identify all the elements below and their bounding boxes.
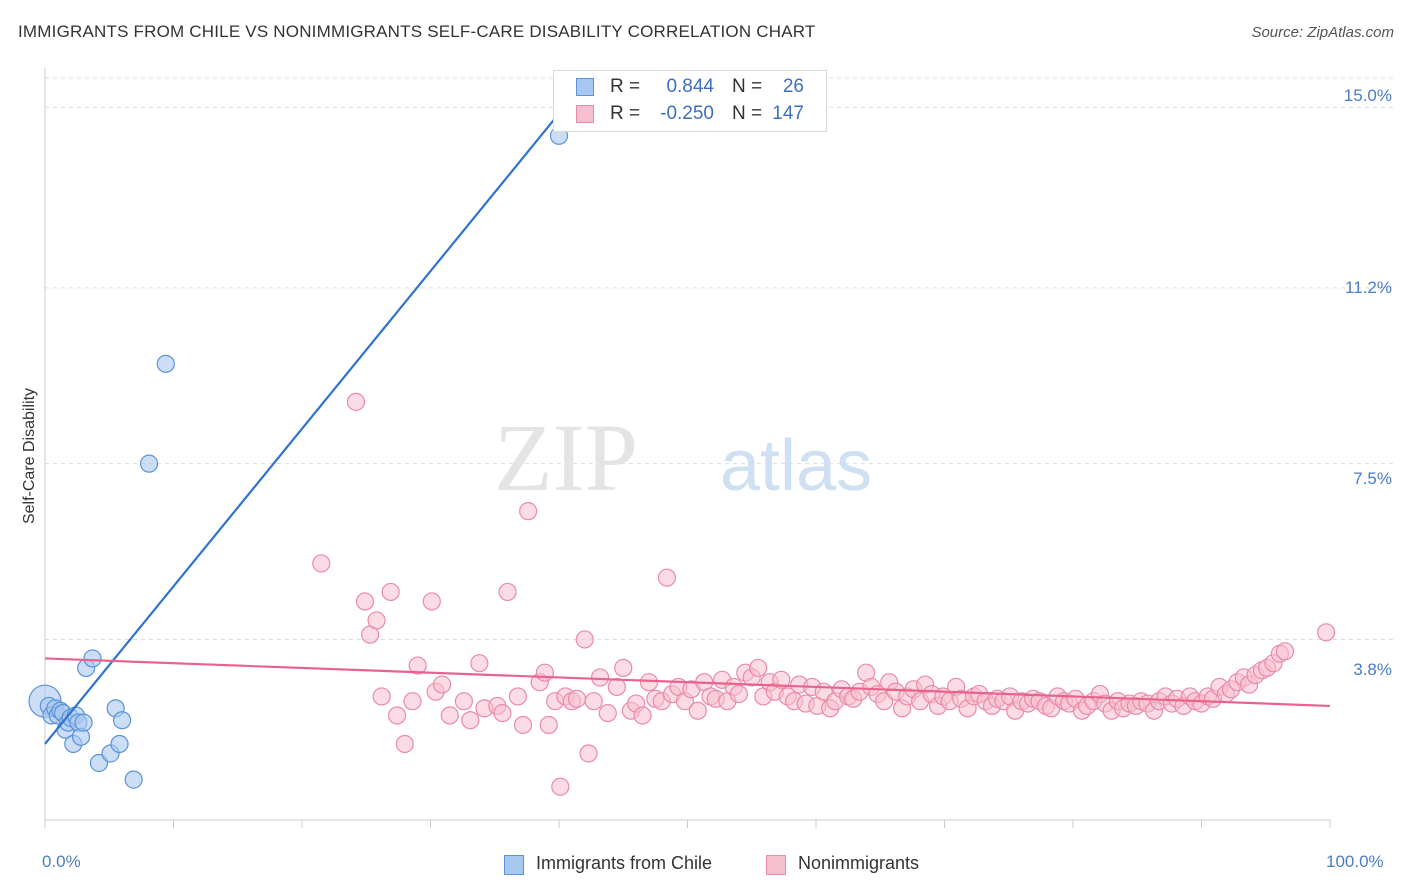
nonimmigrants-point (579, 744, 598, 763)
chile-point (124, 770, 143, 789)
nonimmigrants-point (440, 706, 459, 725)
legend-r-label: R = (610, 103, 641, 124)
legend-row-nonimmigrants: R = -0.250 N = 147 (554, 101, 826, 127)
nonimmigrants-point (346, 392, 366, 411)
chile-trend-line (44, 97, 573, 745)
nonimmigrants-trend-line (44, 657, 1331, 708)
chile-point (112, 711, 132, 730)
x-tick-label: 100.0% (1326, 852, 1384, 871)
nonimmigrants-point (607, 677, 626, 697)
legend-r-label: R = (610, 76, 641, 97)
nonimmigrants-point (575, 630, 594, 649)
x-tick-label: 0.0% (42, 852, 81, 871)
nonimmigrants-point (395, 734, 414, 754)
bottom-legend-swatch-pink (766, 855, 786, 875)
nonimmigrants-point (498, 582, 517, 602)
trend-lines (44, 97, 1331, 745)
legend-n-value: 147 (772, 103, 804, 124)
legend-swatch-blue (576, 78, 594, 96)
nonimmigrants-point (591, 668, 610, 687)
nonimmigrants-point (355, 592, 375, 611)
grid-lines (45, 77, 1395, 640)
nonimmigrants-point (422, 592, 441, 611)
nonimmigrants-point (508, 687, 527, 706)
nonimmigrants-point (461, 711, 480, 730)
correlation-legend: R = 0.844 N = 26 R = -0.250 N = 147 (553, 70, 827, 132)
chile-point (156, 354, 175, 373)
legend-r-value: -0.250 (660, 103, 714, 124)
nonimmigrants-point (567, 689, 587, 708)
nonimmigrants-point (387, 706, 407, 725)
nonimmigrants-point (539, 715, 558, 735)
nonimmigrants-point (403, 692, 422, 711)
chile-point (74, 713, 93, 732)
bottom-legend-label: Nonimmigrants (798, 853, 920, 873)
nonimmigrants-point (1317, 623, 1336, 642)
chile-points (28, 126, 569, 789)
y-axis-label: Self-Care Disability (21, 387, 38, 525)
y-tick-label: 11.2% (1345, 278, 1392, 297)
legend-row-chile: R = 0.844 N = 26 (554, 74, 826, 100)
nonimmigrants-point (1275, 642, 1295, 661)
nonimmigrants-point (614, 658, 633, 678)
watermark-zip: ZIP (494, 404, 638, 511)
legend-n-label: N = (732, 103, 763, 124)
bottom-legend-label: Immigrants from Chile (536, 853, 713, 873)
nonimmigrants-point (470, 654, 489, 673)
legend-n-value: 26 (782, 76, 804, 97)
nonimmigrants-point (584, 692, 603, 711)
nonimmigrants-point (551, 777, 570, 796)
chile-point (139, 454, 159, 473)
y-tick-label: 7.5% (1353, 469, 1392, 488)
nonimmigrants-point (372, 687, 391, 706)
chile-point (110, 734, 129, 754)
watermark: ZIP atlas (494, 404, 872, 511)
nonimmigrants-point (513, 715, 533, 735)
nonimmigrants-point (772, 670, 791, 689)
nonimmigrants-point (688, 701, 707, 720)
nonimmigrants-point (312, 554, 331, 573)
bottom-legend-swatch-blue (504, 855, 524, 875)
nonimmigrants-point (493, 703, 512, 723)
nonimmigrants-point (454, 692, 474, 711)
nonimmigrants-point (633, 706, 652, 725)
nonimmigrants-point (535, 663, 554, 682)
nonimmigrants-point (749, 658, 768, 678)
legend-n-label: N = (732, 76, 763, 97)
nonimmigrants-point (657, 568, 677, 587)
chile-point (83, 649, 102, 668)
legend-r-value: 0.844 (666, 76, 714, 97)
y-tick-label: 3.8% (1353, 660, 1392, 679)
nonimmigrants-point (408, 656, 427, 675)
nonimmigrants-point (598, 703, 617, 723)
nonimmigrants-point (639, 673, 659, 692)
chart-title: IMMIGRANTS FROM CHILE VS NONIMMIGRANTS S… (18, 22, 816, 41)
source-label: Source: ZipAtlas.com (1251, 24, 1394, 41)
nonimmigrants-point (432, 675, 452, 694)
y-tick-label: 15.0% (1343, 86, 1392, 105)
nonimmigrants-point (729, 684, 749, 704)
legend-swatch-pink (576, 105, 594, 123)
nonimmigrants-point (381, 582, 400, 602)
nonimmigrants-point (367, 611, 386, 630)
watermark-atlas: atlas (720, 426, 872, 506)
nonimmigrants-point (519, 502, 538, 521)
